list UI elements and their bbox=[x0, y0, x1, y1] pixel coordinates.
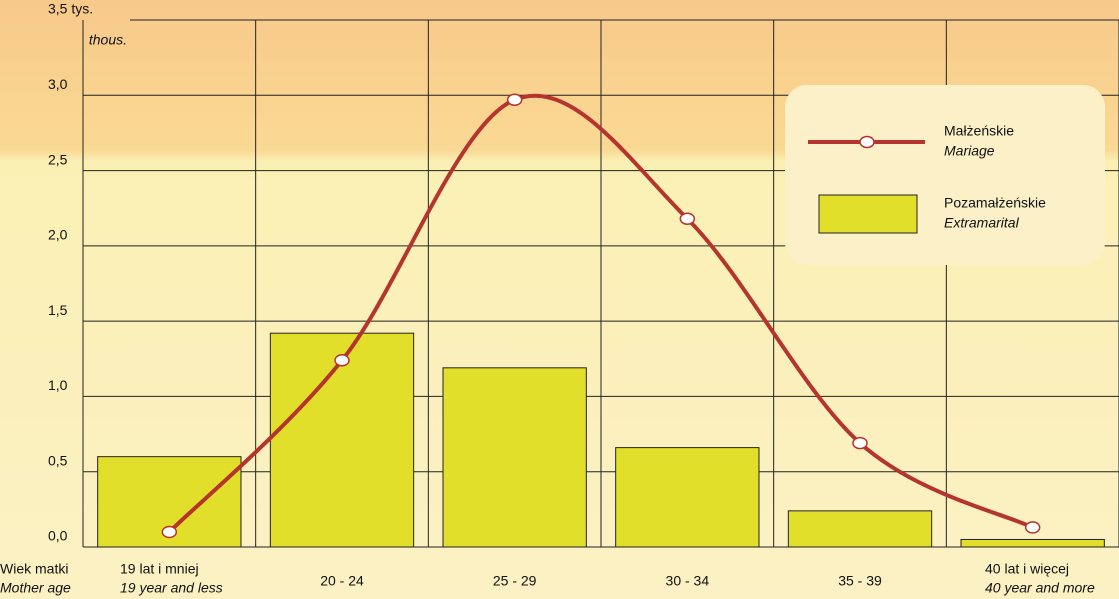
y-tick-label: 3,5 tys. bbox=[48, 1, 93, 17]
x-axis-label: Wiek matki bbox=[0, 561, 68, 577]
x-tick-label-en: 19 year and less bbox=[120, 580, 223, 596]
y-tick-label: 2,0 bbox=[48, 227, 68, 243]
legend bbox=[785, 85, 1105, 265]
x-tick-label-en: 40 year and more bbox=[985, 580, 1095, 596]
x-tick-label: 25 - 29 bbox=[493, 573, 537, 589]
x-tick-label: 40 lat i więcej bbox=[985, 561, 1069, 577]
y-tick-label: 2,5 bbox=[48, 151, 68, 167]
y-tick-label: 1,5 bbox=[48, 302, 68, 318]
x-tick-label: 20 - 24 bbox=[320, 573, 364, 589]
legend-point bbox=[859, 135, 875, 149]
x-axis-label-en: Mother age bbox=[0, 580, 71, 596]
y-tick-label: 1,0 bbox=[48, 377, 68, 393]
legend-swatch bbox=[818, 194, 918, 234]
x-tick-label: 19 lat i mniej bbox=[120, 561, 199, 577]
point bbox=[852, 436, 868, 450]
y-unit: thous. bbox=[89, 32, 127, 48]
x-tick-label: 30 - 34 bbox=[666, 573, 710, 589]
x-tick-label: 35 - 39 bbox=[838, 573, 882, 589]
bar bbox=[787, 510, 933, 548]
legend-label: Pozamałżeńskie bbox=[944, 195, 1046, 211]
legend-label-en: Extramarital bbox=[944, 215, 1020, 231]
bar bbox=[960, 538, 1105, 548]
bar bbox=[442, 367, 587, 548]
y-tick-label: 3,0 bbox=[48, 76, 68, 92]
y-tick-label: 0,5 bbox=[48, 452, 68, 468]
y-tick-label: 0,0 bbox=[48, 528, 68, 544]
point bbox=[506, 93, 523, 107]
point bbox=[679, 212, 696, 226]
bar bbox=[615, 447, 760, 548]
legend-label: Małżeńskie bbox=[944, 123, 1014, 139]
point bbox=[334, 354, 350, 367]
line bbox=[167, 93, 1034, 534]
point bbox=[161, 525, 178, 539]
point bbox=[1024, 521, 1041, 534]
legend-label-en: Mariage bbox=[944, 143, 995, 159]
